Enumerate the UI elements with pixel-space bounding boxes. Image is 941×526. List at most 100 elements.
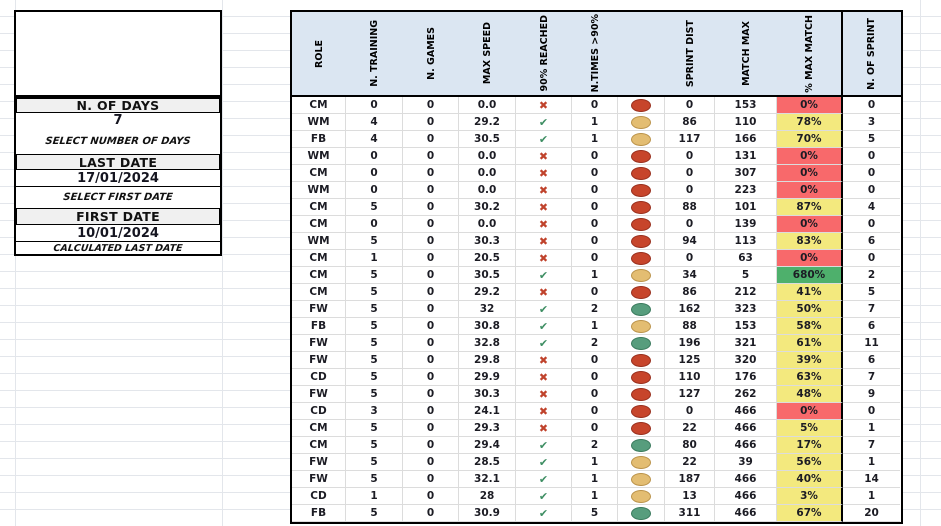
sprint-dist-cell[interactable]: 127: [665, 386, 715, 403]
n-games-cell[interactable]: 0: [403, 505, 459, 522]
match-max-cell[interactable]: 212: [715, 284, 777, 301]
90-reached-cell[interactable]: ✔: [516, 301, 572, 318]
sprint-dist-cell[interactable]: 80: [665, 437, 715, 454]
pct-max-match-cell[interactable]: 63%: [777, 369, 843, 386]
n-times-90-cell[interactable]: 0: [572, 233, 618, 250]
max-speed-cell[interactable]: 32.8: [459, 335, 516, 352]
sprint-dist-cell[interactable]: 13: [665, 488, 715, 505]
pct-max-match-cell[interactable]: 48%: [777, 386, 843, 403]
n-of-sprint-cell[interactable]: 1: [843, 454, 900, 471]
n-training-cell[interactable]: 4: [346, 114, 403, 131]
role-cell[interactable]: CM: [292, 97, 346, 114]
match-max-cell[interactable]: 39: [715, 454, 777, 471]
n-times-90-cell[interactable]: 1: [572, 454, 618, 471]
n-training-cell[interactable]: 5: [346, 471, 403, 488]
90-reached-cell[interactable]: ✔: [516, 318, 572, 335]
n-of-sprint-cell[interactable]: 6: [843, 352, 900, 369]
n-of-sprint-cell[interactable]: 0: [843, 250, 900, 267]
match-max-cell[interactable]: 131: [715, 148, 777, 165]
n-times-90-cell[interactable]: 2: [572, 437, 618, 454]
role-cell[interactable]: FW: [292, 335, 346, 352]
n-games-cell[interactable]: 0: [403, 471, 459, 488]
n-times-90-cell[interactable]: 1: [572, 471, 618, 488]
n-training-cell[interactable]: 5: [346, 199, 403, 216]
pct-max-match-cell[interactable]: 40%: [777, 471, 843, 488]
n-training-cell[interactable]: 5: [346, 284, 403, 301]
pct-max-match-cell[interactable]: 0%: [777, 403, 843, 420]
n-of-sprint-cell[interactable]: 14: [843, 471, 900, 488]
sprint-dist-cell[interactable]: 187: [665, 471, 715, 488]
status-cell[interactable]: [618, 250, 665, 267]
n-games-cell[interactable]: 0: [403, 148, 459, 165]
n-of-sprint-cell[interactable]: 7: [843, 301, 900, 318]
max-speed-cell[interactable]: 30.5: [459, 131, 516, 148]
n-games-cell[interactable]: 0: [403, 335, 459, 352]
match-max-cell[interactable]: 139: [715, 216, 777, 233]
status-cell[interactable]: [618, 267, 665, 284]
n-of-sprint-cell[interactable]: 9: [843, 386, 900, 403]
n-training-cell[interactable]: 5: [346, 454, 403, 471]
n-of-sprint-cell[interactable]: 0: [843, 403, 900, 420]
sprint-dist-cell[interactable]: 110: [665, 369, 715, 386]
role-cell[interactable]: CD: [292, 488, 346, 505]
pct-max-match-cell[interactable]: 83%: [777, 233, 843, 250]
n-of-sprint-cell[interactable]: 0: [843, 182, 900, 199]
match-max-cell[interactable]: 320: [715, 352, 777, 369]
status-cell[interactable]: [618, 505, 665, 522]
n-training-cell[interactable]: 5: [346, 267, 403, 284]
sprint-dist-cell[interactable]: 0: [665, 403, 715, 420]
n-training-cell[interactable]: 1: [346, 250, 403, 267]
90-reached-cell[interactable]: ✖: [516, 250, 572, 267]
90-reached-cell[interactable]: ✔: [516, 505, 572, 522]
90-reached-cell[interactable]: ✔: [516, 471, 572, 488]
n-times-90-cell[interactable]: 0: [572, 284, 618, 301]
max-speed-cell[interactable]: 29.2: [459, 284, 516, 301]
sprint-dist-cell[interactable]: 117: [665, 131, 715, 148]
90-reached-cell[interactable]: ✖: [516, 386, 572, 403]
match-max-cell[interactable]: 466: [715, 403, 777, 420]
status-cell[interactable]: [618, 369, 665, 386]
match-max-cell[interactable]: 321: [715, 335, 777, 352]
n-games-cell[interactable]: 0: [403, 182, 459, 199]
status-cell[interactable]: [618, 216, 665, 233]
n-times-90-cell[interactable]: 0: [572, 165, 618, 182]
n-of-sprint-cell[interactable]: 7: [843, 369, 900, 386]
max-speed-cell[interactable]: 30.2: [459, 199, 516, 216]
status-cell[interactable]: [618, 437, 665, 454]
n-times-90-cell[interactable]: 1: [572, 131, 618, 148]
sprint-dist-cell[interactable]: 0: [665, 148, 715, 165]
match-max-cell[interactable]: 466: [715, 488, 777, 505]
status-cell[interactable]: [618, 335, 665, 352]
role-cell[interactable]: FW: [292, 352, 346, 369]
n-times-90-cell[interactable]: 0: [572, 352, 618, 369]
max-speed-cell[interactable]: 30.9: [459, 505, 516, 522]
role-cell[interactable]: CM: [292, 216, 346, 233]
status-cell[interactable]: [618, 233, 665, 250]
role-cell[interactable]: WM: [292, 182, 346, 199]
role-cell[interactable]: CM: [292, 165, 346, 182]
role-cell[interactable]: FW: [292, 386, 346, 403]
90-reached-cell[interactable]: ✖: [516, 199, 572, 216]
max-speed-cell[interactable]: 24.1: [459, 403, 516, 420]
n-times-90-cell[interactable]: 0: [572, 216, 618, 233]
pct-max-match-cell[interactable]: 3%: [777, 488, 843, 505]
max-speed-cell[interactable]: 0.0: [459, 165, 516, 182]
max-speed-cell[interactable]: 28: [459, 488, 516, 505]
90-reached-cell[interactable]: ✔: [516, 488, 572, 505]
sprint-dist-cell[interactable]: 94: [665, 233, 715, 250]
pct-max-match-cell[interactable]: 61%: [777, 335, 843, 352]
sprint-dist-cell[interactable]: 88: [665, 199, 715, 216]
n-training-cell[interactable]: 0: [346, 182, 403, 199]
90-reached-cell[interactable]: ✔: [516, 335, 572, 352]
status-cell[interactable]: [618, 131, 665, 148]
n-times-90-cell[interactable]: 2: [572, 335, 618, 352]
sprint-dist-cell[interactable]: 0: [665, 216, 715, 233]
pct-max-match-cell[interactable]: 17%: [777, 437, 843, 454]
n-training-cell[interactable]: 3: [346, 403, 403, 420]
pct-max-match-cell[interactable]: 0%: [777, 216, 843, 233]
n-of-sprint-cell[interactable]: 1: [843, 488, 900, 505]
sprint-dist-cell[interactable]: 86: [665, 284, 715, 301]
pct-max-match-cell[interactable]: 0%: [777, 97, 843, 114]
90-reached-cell[interactable]: ✔: [516, 437, 572, 454]
match-max-cell[interactable]: 466: [715, 420, 777, 437]
